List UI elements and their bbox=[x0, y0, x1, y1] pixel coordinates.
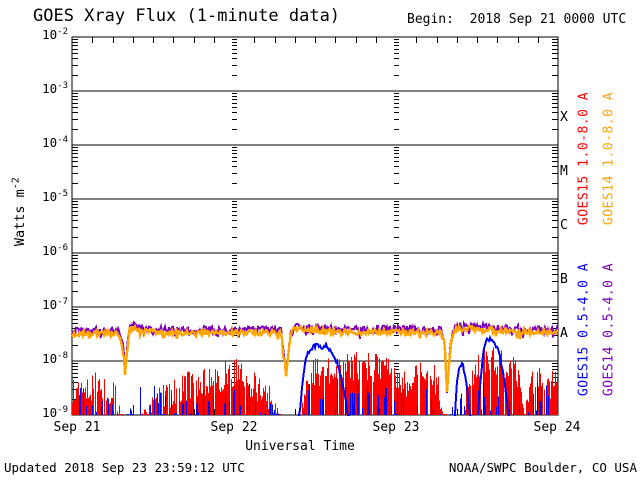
y-axis-tick-label: 10-5 bbox=[42, 189, 68, 205]
begin-timestamp: Begin: 2018 Sep 21 0000 UTC bbox=[407, 12, 627, 27]
x-axis-tick-label: Sep 23 bbox=[372, 420, 420, 435]
legend-goes14-long: GOES14 1.0-8.0 A bbox=[601, 91, 617, 226]
legend-goes14-short: GOES14 0.5-4.0 A bbox=[601, 262, 617, 397]
x-axis-tick-label: Sep 22 bbox=[210, 420, 258, 435]
flux-class-b: B bbox=[560, 272, 568, 287]
y-axis-title: Watts m-2 bbox=[10, 177, 28, 247]
y-axis-tick-label: 10-7 bbox=[42, 297, 68, 313]
y-axis-tick-label: 10-2 bbox=[42, 27, 68, 43]
x-axis-tick-label: Sep 21 bbox=[53, 420, 101, 435]
x-axis-tick-label: Sep 24 bbox=[533, 420, 581, 435]
flux-class-x: X bbox=[560, 110, 568, 125]
y-axis-tick-label: 10-9 bbox=[42, 405, 68, 421]
y-axis-tick-label: 10-8 bbox=[42, 351, 68, 367]
flux-class-c: C bbox=[560, 218, 568, 233]
updated-timestamp: Updated 2018 Sep 23 23:59:12 UTC bbox=[4, 460, 245, 475]
chart-title: GOES Xray Flux (1-minute data) bbox=[33, 6, 341, 26]
legend-goes15-long: GOES15 1.0-8.0 A bbox=[576, 91, 592, 226]
y-axis-tick-label: 10-4 bbox=[42, 135, 68, 151]
legend-goes15-short: GOES15 0.5-4.0 A bbox=[576, 262, 592, 397]
y-axis-tick-label: 10-6 bbox=[42, 243, 68, 259]
credit-text: NOAA/SWPC Boulder, CO USA bbox=[448, 460, 637, 475]
x-axis-title: Universal Time bbox=[245, 439, 355, 454]
flux-class-a: A bbox=[560, 326, 568, 341]
y-axis-tick-label: 10-3 bbox=[42, 81, 68, 97]
flux-class-m: M bbox=[560, 164, 568, 179]
